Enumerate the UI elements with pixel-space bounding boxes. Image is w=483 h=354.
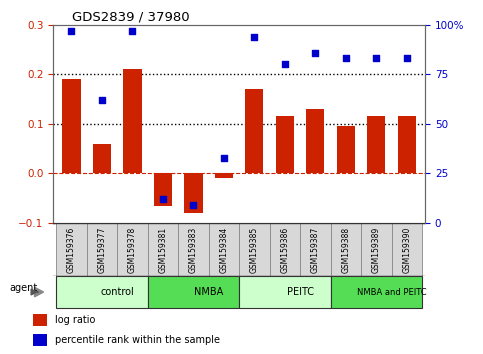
Bar — [239, 223, 270, 276]
Point — [220, 155, 227, 160]
Point — [342, 56, 350, 61]
Bar — [245, 89, 263, 173]
Point — [251, 34, 258, 40]
Point — [372, 56, 380, 61]
Text: agent: agent — [10, 283, 38, 293]
Bar — [367, 116, 385, 173]
Bar — [62, 79, 81, 173]
Bar — [330, 223, 361, 276]
Point — [189, 202, 197, 208]
Point — [98, 97, 106, 103]
Text: GSM159390: GSM159390 — [402, 226, 411, 273]
Bar — [306, 109, 325, 173]
Polygon shape — [35, 287, 43, 297]
Text: GSM159383: GSM159383 — [189, 227, 198, 273]
Text: GSM159377: GSM159377 — [98, 226, 106, 273]
Text: GSM159387: GSM159387 — [311, 227, 320, 273]
Bar — [184, 173, 202, 213]
Bar — [361, 223, 392, 276]
Bar — [178, 223, 209, 276]
Bar — [330, 276, 422, 308]
Point — [159, 196, 167, 202]
Text: control: control — [100, 287, 134, 297]
Point — [403, 56, 411, 61]
Bar — [117, 223, 148, 276]
Bar — [337, 126, 355, 173]
Bar — [148, 223, 178, 276]
Bar — [276, 116, 294, 173]
Bar — [86, 223, 117, 276]
Text: GDS2839 / 37980: GDS2839 / 37980 — [72, 11, 189, 24]
Bar — [392, 223, 422, 276]
Bar — [93, 144, 111, 173]
Text: GSM159388: GSM159388 — [341, 227, 350, 273]
Point — [128, 28, 136, 34]
Text: GSM159381: GSM159381 — [158, 227, 168, 273]
Point — [312, 50, 319, 55]
Text: GSM159378: GSM159378 — [128, 227, 137, 273]
Text: log ratio: log ratio — [55, 315, 95, 325]
Bar — [56, 276, 148, 308]
Bar — [123, 69, 142, 173]
Text: GSM159389: GSM159389 — [372, 227, 381, 273]
Bar — [56, 223, 86, 276]
Bar — [270, 223, 300, 276]
Bar — [33, 314, 47, 326]
Text: GSM159384: GSM159384 — [219, 227, 228, 273]
Bar — [148, 276, 239, 308]
Text: GSM159386: GSM159386 — [280, 227, 289, 273]
Text: NMBA and PEITC: NMBA and PEITC — [356, 287, 426, 297]
Text: NMBA: NMBA — [194, 287, 223, 297]
Point — [281, 62, 289, 67]
Bar — [154, 173, 172, 206]
Bar — [398, 116, 416, 173]
Text: PEITC: PEITC — [286, 287, 313, 297]
Text: GSM159376: GSM159376 — [67, 226, 76, 273]
Bar — [300, 223, 330, 276]
Point — [68, 28, 75, 34]
Bar — [209, 223, 239, 276]
Bar — [33, 334, 47, 346]
Text: percentile rank within the sample: percentile rank within the sample — [55, 335, 220, 345]
Bar — [239, 276, 330, 308]
Text: GSM159385: GSM159385 — [250, 227, 259, 273]
Bar — [215, 173, 233, 178]
